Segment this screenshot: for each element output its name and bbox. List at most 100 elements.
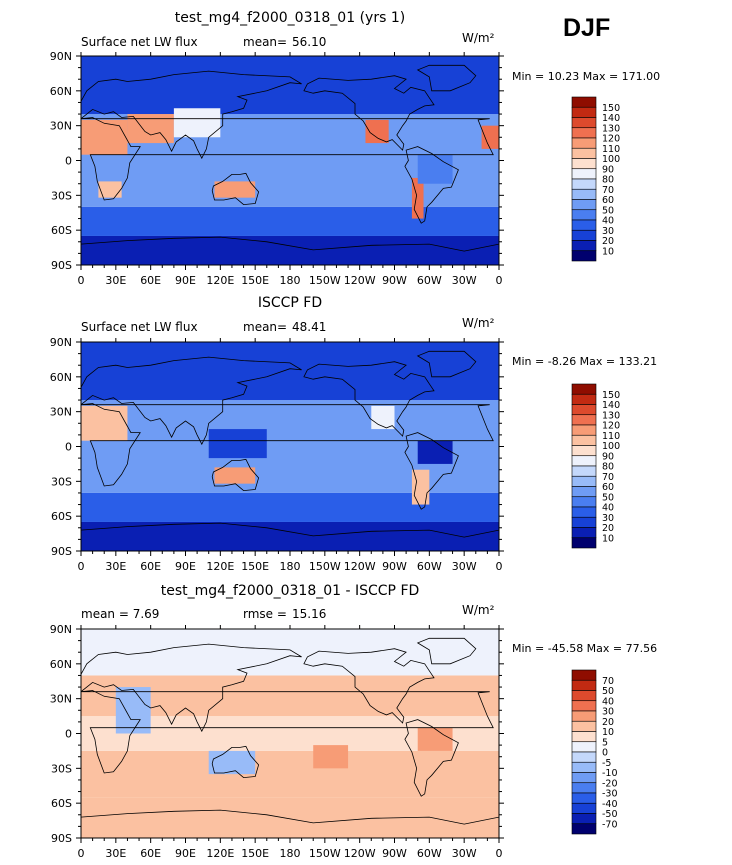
coastline-5 — [303, 648, 435, 724]
x-tick-label: 0 — [78, 274, 85, 287]
colorbar-label: 10 — [602, 727, 614, 738]
panel-3-units: W/m² — [462, 603, 495, 617]
colorbar-label: 120 — [602, 134, 620, 145]
y-tick-label: 0 — [65, 728, 72, 741]
heat-region-1 — [81, 521, 499, 551]
panel-2-title: ISCCP FD — [258, 295, 322, 311]
heat-region-12 — [481, 125, 499, 149]
colorbar-label: -20 — [602, 778, 618, 789]
x-tick-label: 90E — [175, 274, 196, 287]
coastline-5 — [303, 75, 435, 151]
colorbar-label: 120 — [602, 421, 620, 432]
panel-2-minmax: Min = -8.26 Max = 133.21 — [512, 355, 657, 368]
y-tick-label: 60N — [50, 658, 72, 671]
x-tick-label: 0 — [496, 847, 503, 860]
colorbar-swatch — [571, 506, 597, 518]
colorbar-swatch — [571, 199, 597, 211]
colorbar-swatch — [571, 404, 597, 416]
colorbar-label: 40 — [602, 503, 614, 514]
colorbar-label: 70 — [602, 185, 614, 196]
panel-2-map: 0 30E 60E 90E 120E 150E 180 150W 120W 90W 60W 30W 09… — [50, 336, 504, 573]
colorbar-label: 50 — [602, 686, 614, 697]
x-tick-label: 60E — [140, 847, 161, 860]
heat-region-9 — [417, 440, 453, 464]
colorbar-swatch — [571, 813, 597, 825]
colorbar-label: 0 — [602, 748, 608, 759]
colorbar-swatch — [571, 516, 597, 528]
colorbar-swatch — [571, 127, 597, 139]
colorbar-label: 100 — [602, 441, 620, 452]
coastline-3 — [211, 458, 260, 492]
colorbar-swatch — [571, 679, 597, 691]
heat-region-9 — [313, 745, 349, 769]
heat-region-8 — [417, 727, 453, 751]
x-tick-label: 30E — [105, 560, 126, 573]
coastline-3 — [211, 172, 260, 206]
colorbar-swatch — [571, 209, 597, 221]
colorbar-swatch — [571, 455, 597, 467]
colorbar-swatch — [571, 731, 597, 743]
x-tick-label: 120W — [344, 274, 376, 287]
x-tick-label: 180 — [280, 560, 301, 573]
x-tick-label: 30E — [105, 847, 126, 860]
panel-1-minmax: Min = 10.23 Max = 171.00 — [512, 70, 660, 83]
x-tick-label: 90W — [382, 560, 407, 573]
colorbar-swatch — [571, 445, 597, 457]
panel-2-stat-value: 48.41 — [292, 320, 326, 334]
coastline-2 — [81, 643, 302, 733]
x-tick-label: 60E — [140, 274, 161, 287]
x-tick-label: 0 — [78, 847, 85, 860]
heat-region-7 — [173, 108, 221, 138]
colorbar-label: 80 — [602, 462, 614, 473]
colorbar-swatch — [571, 106, 597, 118]
colorbar-swatch — [571, 137, 597, 149]
colorbar-swatch — [571, 414, 597, 426]
colorbar-swatch — [571, 690, 597, 702]
x-tick-label: 180 — [280, 274, 301, 287]
colorbar-label: 150 — [602, 103, 620, 114]
x-tick-label: 150W — [309, 560, 341, 573]
colorbar-label: 110 — [602, 431, 620, 442]
coastline-6 — [416, 350, 477, 378]
x-tick-label: 30W — [452, 274, 477, 287]
heat-region-6 — [208, 750, 256, 775]
panel-3-minmax: Min = -45.58 Max = 77.56 — [512, 642, 657, 655]
colorbar-label: 30 — [602, 226, 614, 237]
colorbar-label: -70 — [602, 819, 618, 830]
colorbar-swatch — [571, 434, 597, 446]
colorbar-label: 20 — [602, 717, 614, 728]
x-tick-label: 180 — [280, 847, 301, 860]
colorbar-label: 20 — [602, 523, 614, 534]
panel-1: test_mg4_f2000_0318_01 (yrs 1) Surface n… — [50, 10, 660, 287]
x-tick-label: 120E — [206, 847, 234, 860]
colorbar-label: 130 — [602, 410, 620, 421]
coastline-4 — [404, 432, 459, 510]
colorbar-swatch — [571, 772, 597, 784]
heat-region-9 — [98, 181, 122, 198]
y-tick-label: 0 — [65, 155, 72, 168]
panel-1-title: test_mg4_f2000_0318_01 (yrs 1) — [175, 10, 405, 26]
colorbar-label: 30 — [602, 707, 614, 718]
colorbar-swatch — [571, 710, 597, 722]
heat-region-11 — [365, 119, 389, 144]
panel-3-mean-label: mean = 7.69 — [81, 607, 159, 621]
panel-1-variable-label: Surface net LW flux — [81, 35, 198, 49]
colorbar-label: 5 — [602, 737, 608, 748]
y-tick-label: 90S — [51, 832, 72, 845]
coastline-5 — [303, 361, 435, 437]
colorbar-swatch — [571, 669, 597, 681]
colorbar-swatch — [571, 720, 597, 732]
colorbar-swatch — [571, 219, 597, 231]
panel-1-units: W/m² — [462, 31, 495, 45]
x-tick-label: 90W — [382, 847, 407, 860]
colorbar-swatch — [571, 792, 597, 804]
colorbar-label: 30 — [602, 513, 614, 524]
colorbar-swatch — [571, 117, 597, 129]
x-tick-label: 90W — [382, 274, 407, 287]
colorbar-label: 70 — [602, 472, 614, 483]
colorbar-label: 60 — [602, 195, 614, 206]
heat-region-1 — [81, 235, 499, 265]
x-tick-label: 30W — [452, 560, 477, 573]
